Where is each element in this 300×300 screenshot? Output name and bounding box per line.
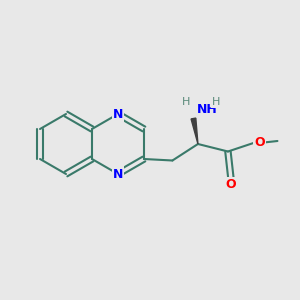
Text: N: N [113,107,123,121]
Text: H: H [182,97,190,107]
Text: NH: NH [196,103,217,116]
Polygon shape [191,118,198,144]
Text: H: H [212,97,220,107]
Text: O: O [254,136,265,149]
Text: O: O [226,178,236,191]
Text: N: N [113,167,123,181]
